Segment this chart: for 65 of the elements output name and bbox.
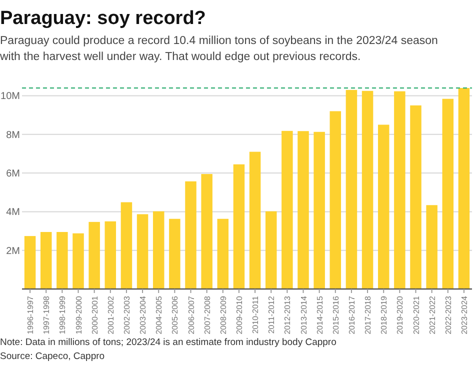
- x-tick-label: 2018-2019: [380, 295, 389, 334]
- x-tick-label: 2012-2013: [283, 295, 292, 334]
- bar: [249, 152, 261, 289]
- bar: [265, 211, 277, 289]
- bar: [394, 91, 406, 289]
- x-tick-label: 2020-2021: [412, 295, 421, 334]
- bar: [410, 105, 422, 289]
- x-tick-label: 2001-2002: [106, 295, 116, 334]
- y-tick-label: 6M: [6, 168, 20, 180]
- bar: [56, 232, 68, 289]
- x-tick-label: 2003-2004: [138, 295, 148, 334]
- bar: [201, 174, 212, 289]
- bar: [378, 124, 390, 289]
- x-tick-label: 2019-2020: [396, 295, 405, 334]
- y-tick-label: 2M: [6, 246, 20, 257]
- text: Note: Data in millions of tons; 2023/24 is an estimate from industry body Cappro: [0, 337, 336, 348]
- bar: [136, 214, 148, 289]
- bar: [217, 218, 229, 289]
- x-tick-label: 2007-2008: [202, 295, 212, 334]
- chart-subtitle: Paraguay could produce a record 10.4 million tons of soybeans in the 2023/24 season with the harvest well under way. That would edge out previous records.: [0, 35, 438, 63]
- bar: [40, 232, 52, 289]
- bar: [185, 181, 196, 289]
- bar: [330, 111, 342, 289]
- bar: [298, 131, 309, 289]
- bar: [362, 90, 374, 289]
- x-tick-label: 1997-1998: [42, 295, 52, 334]
- bar: [88, 222, 100, 289]
- bar: [426, 205, 438, 289]
- x-tick-label: 2006-2007: [186, 295, 196, 334]
- x-tick-label: 1996-1997: [26, 295, 36, 334]
- y-tick-label: 10M: [0, 91, 20, 102]
- x-tick-label: 2015-2016: [331, 295, 340, 334]
- x-tick-label: 2023-2024: [460, 295, 469, 334]
- bar: [233, 164, 245, 289]
- x-tick-label: 2011-2012: [267, 295, 276, 334]
- bar: [152, 211, 164, 289]
- chart-title: Paraguay: soy record?: [0, 8, 206, 29]
- x-tick-label: 2002-2003: [122, 295, 132, 334]
- x-tick-label: 2016-2017: [347, 295, 356, 334]
- bar: [169, 218, 180, 289]
- x-tick-label: 2022-2023: [444, 295, 453, 334]
- x-tick-label: 2000-2001: [90, 295, 100, 334]
- x-tick-label: 2005-2006: [170, 295, 180, 334]
- y-tick-label: 4M: [6, 207, 20, 218]
- source-note: Source: Capeco, Cappro: [0, 351, 105, 362]
- bar: [120, 202, 132, 289]
- x-tick-label: 2010-2011: [251, 295, 260, 334]
- bar: [458, 88, 470, 289]
- bar: [24, 236, 36, 289]
- x-tick-label: 1998-1999: [58, 295, 68, 334]
- y-tick-label: 8M: [6, 130, 20, 141]
- bar: [104, 221, 116, 289]
- x-tick-label: 1999-2000: [74, 295, 84, 334]
- bar: [72, 233, 84, 289]
- bar: [314, 132, 325, 289]
- x-tick-label: 2009-2010: [234, 295, 244, 334]
- x-tick-label: 2014-2015: [315, 295, 324, 334]
- x-tick-label: 2013-2014: [299, 295, 308, 334]
- x-tick-label: 2017-2018: [364, 295, 373, 334]
- bar: [282, 130, 293, 289]
- x-tick-label: 2004-2005: [154, 295, 164, 334]
- bar: [442, 98, 454, 289]
- x-tick-label: 2021-2022: [428, 295, 437, 334]
- bar: [346, 90, 358, 289]
- x-tick-label: 2008-2009: [218, 295, 228, 334]
